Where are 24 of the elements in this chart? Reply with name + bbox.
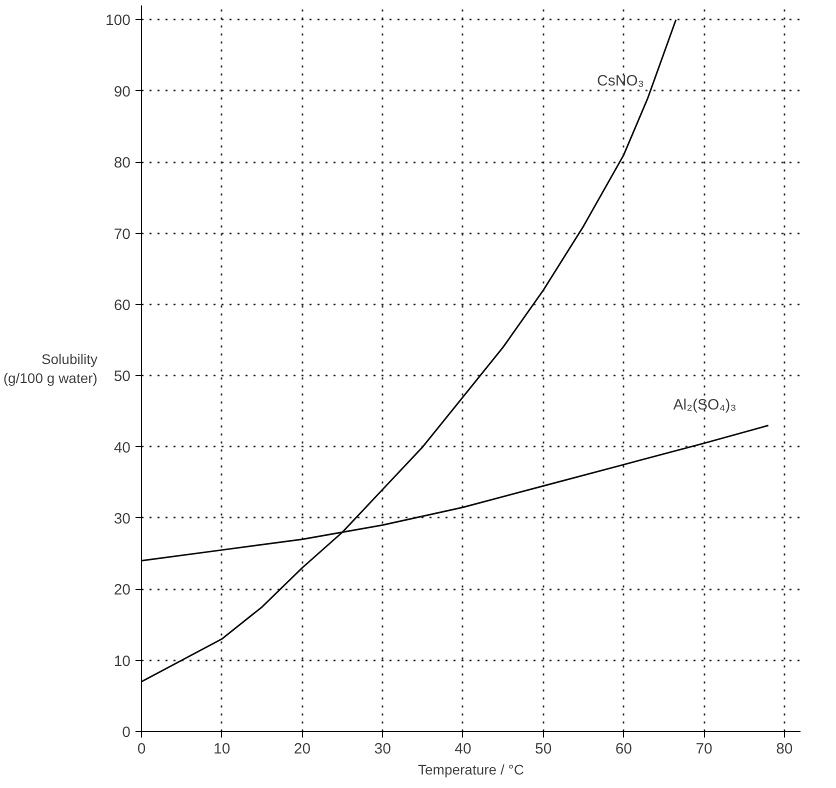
x-tick-label: 20 xyxy=(294,740,311,758)
y-tick-label: 0 xyxy=(122,724,130,741)
x-axis-title: Temperature / °C xyxy=(418,762,524,778)
y-tick-label: 20 xyxy=(114,582,131,599)
x-tick-label: 70 xyxy=(696,740,712,758)
y-tick-label: 40 xyxy=(114,439,131,456)
x-tick-label: 40 xyxy=(454,740,472,758)
y-tick-label: 60 xyxy=(114,296,131,314)
x-tick-label: 80 xyxy=(776,740,793,758)
y-axis-title: Solubility (g/100 g water) xyxy=(3,350,98,386)
y-tick-label: 90 xyxy=(114,83,131,100)
series-label: Al₂(SO₄)₃ xyxy=(673,396,736,414)
x-tick-label: 30 xyxy=(374,740,391,758)
y-tick-label: 50 xyxy=(114,368,131,386)
y-tick-label: 30 xyxy=(114,510,131,528)
y-tick-label: 70 xyxy=(114,226,131,243)
x-tick-label: 60 xyxy=(615,740,632,758)
y-tick-label: 10 xyxy=(114,652,131,670)
y-tick-label: 80 xyxy=(114,154,131,172)
x-tick-label: 10 xyxy=(214,740,230,758)
x-tick-label: 0 xyxy=(137,740,146,758)
x-tick-label: 50 xyxy=(534,740,552,758)
series-label: CsNO₃ xyxy=(596,72,644,90)
y-tick-label: 100 xyxy=(105,12,131,30)
